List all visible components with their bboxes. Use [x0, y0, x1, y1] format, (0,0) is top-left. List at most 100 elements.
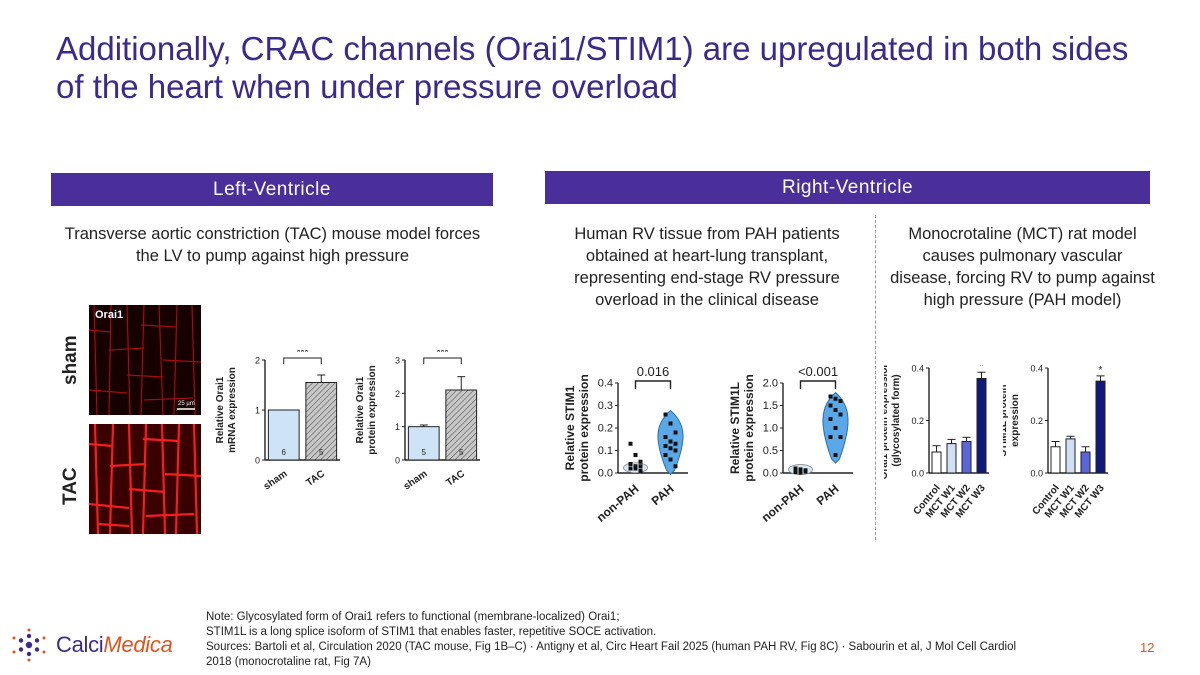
y-tick-label: 3 [395, 356, 400, 366]
rv-mct-description: Monocrotaline (MCT) rat model causes pul… [890, 225, 1155, 309]
data-point [668, 457, 673, 462]
data-point [828, 403, 833, 408]
data-point [668, 446, 673, 451]
bar [931, 451, 942, 474]
y-axis-label: mRNA expression [227, 367, 238, 453]
bar [1065, 438, 1076, 474]
y-tick-label: 1.5 [763, 400, 778, 412]
data-point [833, 408, 838, 412]
x-tick-label: sham [262, 468, 290, 492]
y-tick-label: 1 [255, 406, 260, 416]
y-tick-label: 0.0 [598, 468, 613, 480]
y-tick-label: 1.0 [763, 423, 778, 435]
bar [267, 409, 300, 461]
bar [1050, 446, 1061, 474]
data-point [638, 468, 643, 473]
y-axis-label: expression [1010, 394, 1021, 447]
data-point [793, 470, 798, 475]
data-point [803, 469, 808, 474]
data-point [638, 459, 643, 464]
x-tick-label: PAH [814, 482, 842, 508]
orai1-mrna-chart: 0 1 2 Relative Orai1 mRNA expression sham TAC 6… [215, 350, 340, 492]
footnote: Note: Glycosylated form of Orai1 refers … [206, 610, 1036, 670]
data-point [828, 435, 833, 439]
x-tick-label: TAC [444, 468, 467, 488]
data-point [673, 430, 678, 435]
y-tick-label: 0 [395, 456, 400, 466]
data-point [833, 426, 838, 430]
y-axis-label: protein expression [367, 365, 378, 454]
rv-human-description: Human RV tissue from PAH patients obtain… [574, 225, 840, 309]
data-point [663, 435, 668, 439]
data-point [633, 466, 638, 471]
y-tick-label: 0.4 [911, 365, 924, 374]
y-tick-label: 2 [395, 389, 400, 399]
data-point [838, 412, 843, 417]
data-point [663, 444, 668, 448]
x-tick-label: non-PAH [594, 482, 642, 525]
page-number: 12 [1140, 640, 1155, 655]
bar [1095, 380, 1106, 474]
tac-row-label: TAC [60, 467, 81, 505]
footnote-sources: Sources: Bartoli et al, Circulation 2020… [206, 641, 1017, 668]
data-point [638, 464, 643, 469]
n-label: 5 [422, 448, 427, 457]
y-axis-label: (glycosylated form) [891, 374, 902, 466]
data-point [628, 441, 633, 446]
lv-model-description: Transverse aortic constriction (TAC) mou… [64, 225, 481, 265]
tac-micrograph [89, 424, 201, 534]
y-tick-label: 1 [395, 422, 400, 432]
significance-bracket [634, 380, 672, 389]
micrograph-top-label: Orai1 [95, 309, 123, 321]
company-logo: CalciMedica [10, 628, 173, 662]
logo-wordmark: CalciMedica [56, 632, 173, 657]
data-point [628, 462, 633, 466]
significance-marker: * [980, 365, 984, 372]
significance-marker: *** [297, 350, 309, 358]
y-axis-label: Orai1 protein expression [884, 365, 890, 479]
stim1l-human-chart: 0.0 0.5 1.0 1.5 2.0 Relative STIM1L protein ex… [728, 364, 853, 525]
data-point [633, 453, 638, 457]
y-axis-label: Relative Orai1 [355, 376, 366, 443]
data-point [833, 453, 838, 457]
data-point [668, 439, 673, 444]
footnote-line: STIM1L is a long splice isoform of STIM1… [206, 626, 657, 638]
x-tick-label: PAH [649, 482, 677, 508]
y-tick-label: 0.1 [598, 445, 613, 457]
sham-row-label: sham [60, 335, 81, 385]
x-tick-label: non-PAH [759, 482, 807, 525]
significance-bracket [423, 357, 462, 364]
p-value-label: 0.016 [637, 364, 670, 379]
x-tick-label: TAC [304, 468, 327, 488]
sham-micrograph: Orai1 25 µm [89, 305, 201, 415]
data-point [828, 417, 833, 421]
y-axis-label: Relative STIM1L [728, 382, 742, 474]
bar [946, 443, 957, 474]
orai1-protein-chart: 0 1 2 3 Relative Orai1 protein expression sham… [355, 350, 480, 492]
data-point [838, 435, 843, 439]
y-tick-label: 0.3 [598, 400, 613, 412]
footnote-line: Note: Glycosylated form of Orai1 refers … [206, 611, 620, 623]
data-point [673, 441, 678, 446]
significance-marker: *** [437, 350, 449, 358]
data-point [798, 470, 803, 475]
n-label: 5 [319, 448, 324, 457]
y-tick-label: 0.0 [763, 468, 778, 480]
x-tick-label: sham [402, 468, 430, 492]
y-tick-label: 0 [255, 456, 260, 466]
rv-panel-divider [875, 215, 876, 540]
data-point [828, 394, 833, 399]
data-point [838, 399, 843, 403]
y-axis-label: Relative STIM1 [563, 385, 577, 470]
bar [407, 426, 440, 461]
y-axis-label: protein expression [742, 374, 756, 481]
right-ventricle-banner: Right-Ventricle [545, 171, 1150, 204]
y-tick-label: 0.0 [1030, 469, 1043, 479]
significance-bracket [799, 380, 837, 389]
data-point [793, 466, 798, 471]
data-point [668, 421, 673, 426]
data-point [673, 448, 678, 453]
data-point [628, 466, 633, 471]
y-axis-label: protein expression [577, 374, 591, 481]
y-axis-label: Relative Orai1 [215, 376, 226, 443]
